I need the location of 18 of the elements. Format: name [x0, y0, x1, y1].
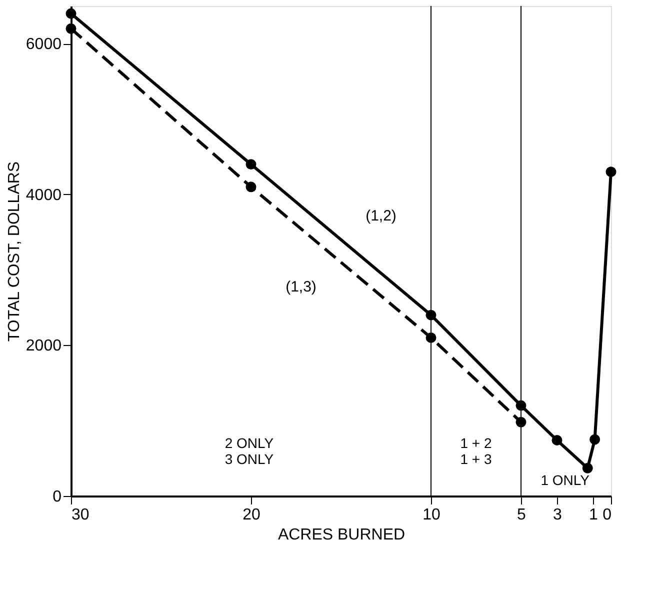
annotation: 1 + 2 1 + 3 — [460, 435, 492, 467]
x-axis-title: ACRES BURNED — [278, 526, 406, 544]
y-tick-label: 0 — [52, 488, 62, 506]
series-label: (1,3) — [286, 278, 316, 296]
y-tick-label: 6000 — [26, 36, 62, 54]
x-tick-label: 10 — [422, 506, 440, 524]
annotation: 2 ONLY 3 ONLY — [224, 435, 274, 467]
annotation: 1 ONLY — [540, 472, 590, 488]
series-label: (1,2) — [366, 208, 396, 225]
x-tick-label: 30 — [72, 506, 90, 524]
x-tick-label: 5 — [517, 506, 526, 524]
y-tick-label: 4000 — [26, 186, 62, 204]
y-tick-label: 2000 — [26, 338, 62, 355]
x-tick-label: 1 — [589, 506, 598, 524]
x-tick-label: 3 — [553, 506, 562, 524]
y-axis-title: TOTAL COST, DOLLARS — [6, 161, 23, 342]
x-tick-label: 0 — [602, 506, 612, 524]
x-tick-label: 20 — [242, 506, 260, 524]
